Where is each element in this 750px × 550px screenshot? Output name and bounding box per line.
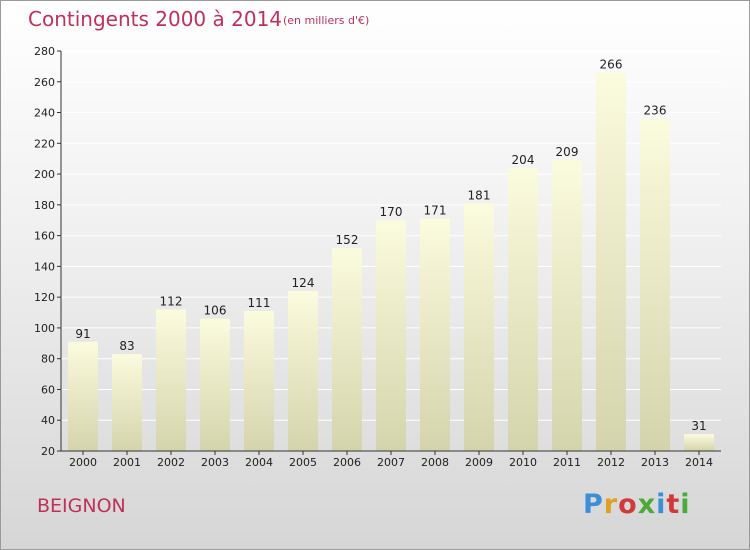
bar-value-label: 266 — [600, 58, 623, 72]
x-tick-label: 2004 — [245, 456, 273, 469]
bar-value-label: 171 — [424, 204, 447, 218]
bar — [640, 118, 670, 451]
y-tick-label: 200 — [34, 168, 55, 181]
x-tick-label: 2009 — [465, 456, 493, 469]
bar-value-label: 111 — [248, 296, 271, 310]
bar — [464, 203, 494, 451]
bar — [156, 309, 186, 451]
y-tick-label: 260 — [34, 76, 55, 89]
logo-letter: i — [656, 489, 667, 520]
bar — [508, 167, 538, 451]
y-tick-label: 280 — [34, 45, 55, 58]
bar — [596, 72, 626, 452]
x-tick-label: 2013 — [641, 456, 669, 469]
x-tick-label: 2006 — [333, 456, 361, 469]
bar-value-label: 124 — [292, 276, 315, 290]
logo-letter: o — [618, 489, 638, 520]
bar-value-label: 31 — [691, 419, 706, 433]
bar-value-label: 106 — [204, 304, 227, 318]
bar — [200, 318, 230, 451]
x-tick-label: 2014 — [685, 456, 713, 469]
bar — [376, 220, 406, 451]
bar-value-label: 170 — [380, 205, 403, 219]
proxiti-logo[interactable]: Proxiti — [583, 489, 691, 520]
bar-value-label: 83 — [119, 339, 134, 353]
x-tick-label: 2003 — [201, 456, 229, 469]
bar — [288, 291, 318, 451]
bar-value-label: 209 — [556, 145, 579, 159]
y-tick-label: 220 — [34, 137, 55, 150]
bar — [244, 311, 274, 451]
y-tick-label: 140 — [34, 260, 55, 273]
x-tick-label: 2000 — [69, 456, 97, 469]
bar — [684, 434, 714, 451]
x-tick-label: 2007 — [377, 456, 405, 469]
logo-letter: x — [637, 489, 657, 520]
x-tick-label: 2012 — [597, 456, 625, 469]
bar — [420, 218, 450, 451]
logo-letter: P — [583, 489, 604, 520]
y-tick-label: 180 — [34, 199, 55, 212]
y-tick-label: 40 — [41, 414, 55, 427]
x-tick-label: 2010 — [509, 456, 537, 469]
y-tick-label: 80 — [41, 353, 55, 366]
bar — [112, 354, 142, 451]
bar-value-label: 91 — [75, 327, 90, 341]
bar — [68, 341, 98, 451]
bar-value-label: 236 — [644, 104, 667, 118]
y-tick-label: 60 — [41, 383, 55, 396]
y-tick-label: 120 — [34, 291, 55, 304]
y-tick-label: 240 — [34, 107, 55, 120]
logo-letter: i — [680, 489, 691, 520]
bar — [332, 247, 362, 451]
x-tick-label: 2008 — [421, 456, 449, 469]
x-tick-label: 2011 — [553, 456, 581, 469]
bar-value-label: 112 — [160, 294, 183, 308]
bar-value-label: 152 — [336, 233, 359, 247]
bar-value-label: 204 — [512, 153, 535, 167]
bar — [552, 160, 582, 451]
y-tick-label: 160 — [34, 230, 55, 243]
y-tick-label: 100 — [34, 322, 55, 335]
chart-subtitle: (en milliers d'€) — [283, 14, 370, 27]
x-tick-label: 2001 — [113, 456, 141, 469]
logo-letter: t — [666, 489, 681, 520]
x-tick-label: 2002 — [157, 456, 185, 469]
bar-value-label: 181 — [468, 188, 491, 202]
logo-letter: r — [603, 489, 619, 520]
chart-title: Contingents 2000 à 2014 — [28, 7, 283, 31]
x-tick-label: 2005 — [289, 456, 317, 469]
y-tick-label: 20 — [41, 445, 55, 458]
commune-name: BEIGNON — [37, 495, 126, 517]
